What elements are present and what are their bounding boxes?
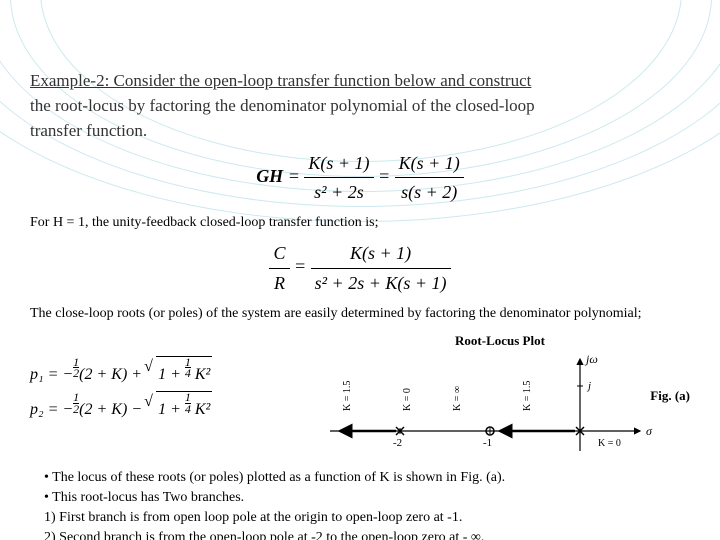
tick-minus2: -2	[393, 437, 402, 449]
bullet-4: 2) Second branch is from the open-loop p…	[44, 529, 690, 540]
equation-cr: C R = K(s + 1) s² + 2s + K(s + 1)	[30, 241, 690, 295]
tick-minus1: -1	[483, 437, 492, 449]
para-factoring: The close-loop roots (or poles) of the s…	[30, 305, 690, 324]
tick-j: j	[586, 380, 591, 392]
anno-kinf: K = ∞	[452, 386, 463, 411]
eq-sign2: =	[378, 166, 395, 186]
fig-label: Fig. (a)	[650, 387, 690, 405]
eq1-den2: s(s + 2)	[395, 178, 464, 204]
bullet-1: • The locus of these roots (or poles) pl…	[44, 469, 690, 488]
eq1-den1: s² + 2s	[304, 178, 373, 204]
heading-line3: transfer function.	[30, 120, 690, 143]
eq2-rhs-num: K(s + 1)	[311, 241, 451, 268]
eq1-lhs: GH	[256, 166, 283, 186]
eq2-rhs-den: s² + 2s + K(s + 1)	[311, 269, 451, 295]
p1-lhs: p₁ = −	[30, 366, 73, 383]
p1-paren: (2 + K)	[79, 366, 127, 383]
p2-lhs: p₂ = −	[30, 401, 73, 418]
roots-column: p₁ = −12(2 + K) + 1 + 14 K² p₂ = −12(2 +…	[30, 332, 290, 427]
plot-column: Root-Locus Plot Fig. (a) σ jω -2 -1	[310, 332, 690, 462]
eq1-num1: K(s + 1)	[304, 151, 373, 178]
eq1-num2: K(s + 1)	[395, 151, 464, 178]
root-locus-plot: σ jω -2 -1 j	[310, 351, 670, 461]
heading-line2: the root-locus by factoring the denomina…	[30, 95, 690, 118]
jw-label: jω	[584, 352, 598, 366]
bullet-3: 1) First branch is from open loop pole a…	[44, 509, 690, 528]
bullet-list: • The locus of these roots (or poles) pl…	[44, 469, 690, 540]
p2-paren: (2 + K)	[79, 401, 127, 418]
sigma-label: σ	[646, 424, 653, 438]
eq2-sign: =	[294, 256, 311, 276]
anno-k15-right: K = 1.5	[522, 381, 533, 411]
slide-content: Example-2: Consider the open-loop transf…	[0, 0, 720, 540]
bullet-2: • This root-locus has Two branches.	[44, 489, 690, 508]
root-p1: p₁ = −12(2 + K) + 1 + 14 K²	[30, 356, 290, 386]
heading-line1: Example-2: Consider the open-loop transf…	[30, 70, 690, 93]
para-unity-feedback: For H = 1, the unity-feedback closed-loo…	[30, 214, 690, 233]
anno-k0-top: K = 0	[402, 388, 413, 411]
plot-title: Root-Locus Plot	[310, 332, 690, 350]
anno-k0-right: K = 0	[598, 438, 621, 449]
eq2-lhs-num: C	[269, 241, 289, 268]
eq-sign: =	[288, 166, 305, 186]
eq2-lhs-den: R	[269, 269, 289, 295]
anno-k15-left: K = 1.5	[342, 381, 353, 411]
root-p2: p₂ = −12(2 + K) − 1 + 14 K²	[30, 391, 290, 421]
equation-gh: GH = K(s + 1) s² + 2s = K(s + 1) s(s + 2…	[30, 151, 690, 205]
